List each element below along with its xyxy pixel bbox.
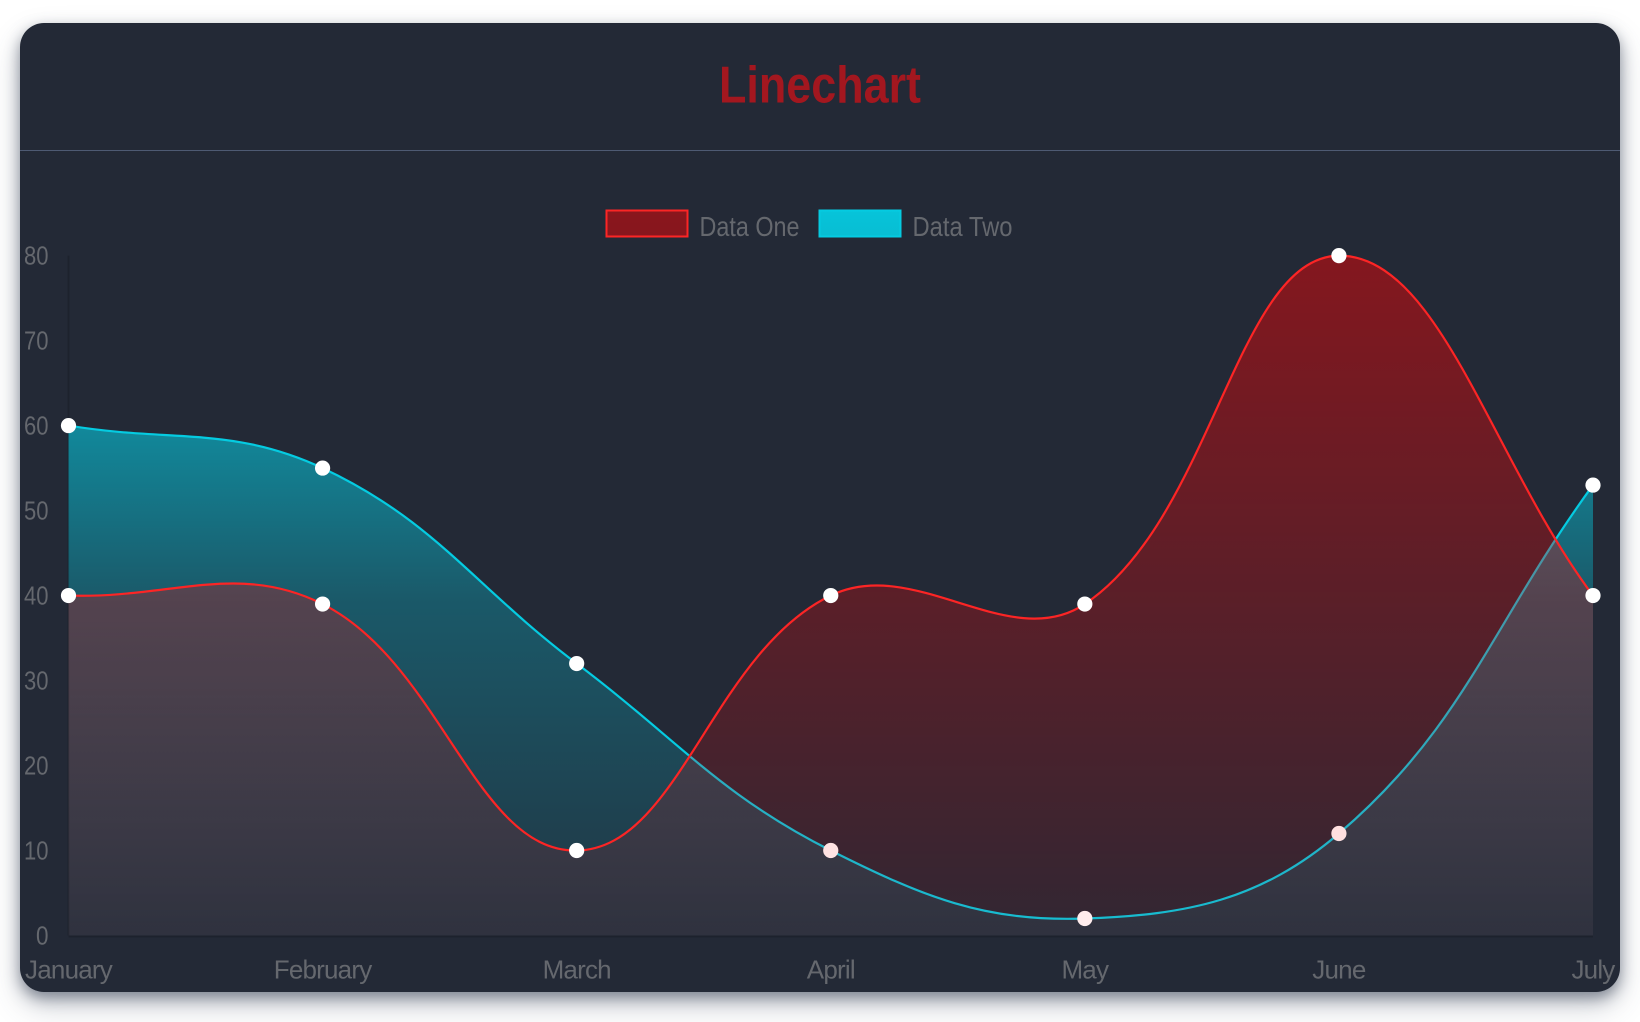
svg-text:June: June xyxy=(1312,955,1366,985)
svg-text:20: 20 xyxy=(24,751,49,781)
svg-text:Data Two: Data Two xyxy=(913,211,1013,242)
svg-text:30: 30 xyxy=(24,666,49,696)
svg-text:60: 60 xyxy=(24,411,49,441)
svg-text:10: 10 xyxy=(24,836,49,866)
svg-text:January: January xyxy=(25,955,113,985)
svg-text:Linechart: Linechart xyxy=(719,57,921,115)
svg-text:March: March xyxy=(543,955,611,985)
svg-text:February: February xyxy=(274,955,372,985)
svg-text:50: 50 xyxy=(24,496,49,526)
svg-text:Data One: Data One xyxy=(700,211,800,242)
svg-text:May: May xyxy=(1061,955,1109,985)
svg-text:40: 40 xyxy=(24,581,49,611)
svg-text:July: July xyxy=(1571,955,1615,985)
svg-text:80: 80 xyxy=(24,241,49,271)
svg-text:0: 0 xyxy=(36,921,49,951)
svg-text:70: 70 xyxy=(24,326,49,356)
svg-text:April: April xyxy=(807,955,855,985)
